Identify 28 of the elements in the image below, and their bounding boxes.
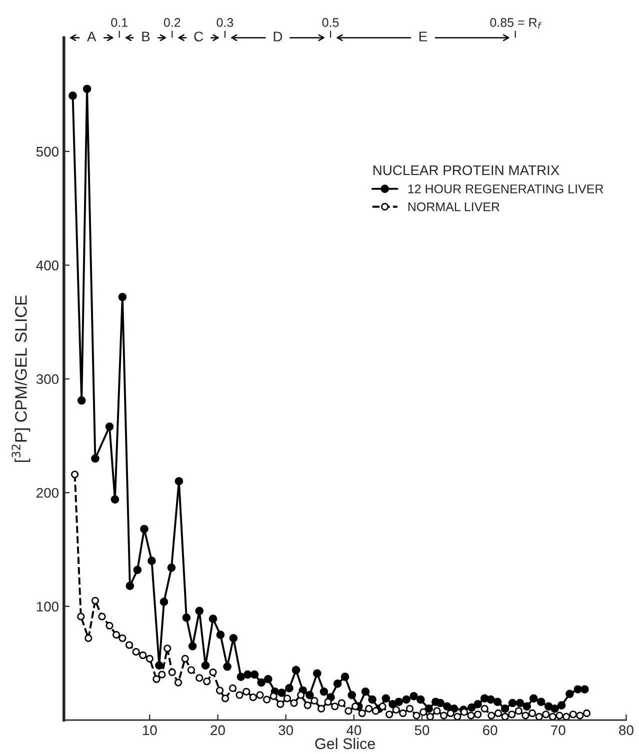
x-tick-label: 30: [278, 725, 294, 736]
x2-tick-label: 0.5: [322, 18, 339, 27]
legend-label: 12 HOUR REGENERATING LIVER: [408, 184, 604, 194]
x-tick-label: 50: [414, 725, 430, 736]
annotation: D: [274, 32, 282, 42]
y-tick-label: 500: [36, 146, 58, 157]
y-tick-label: 100: [36, 602, 58, 612]
x-tick-label: 10: [143, 725, 157, 736]
x2-tick-label: 0.85 = R$_{f}$: [490, 18, 542, 29]
y-tick-label: 200: [36, 488, 58, 498]
annotation: B: [142, 32, 150, 42]
x2-tick-label: 0.3: [216, 18, 234, 27]
annotation: C: [194, 32, 204, 42]
y-tick-label: 300: [36, 374, 58, 384]
x-tick-label: 70: [551, 725, 566, 736]
x-tick-label: 40: [346, 725, 362, 736]
x2-tick-label: 0.1: [111, 18, 128, 27]
y-axis-title: [$^{32}$P] CPM/GEL SLICE: [12, 295, 30, 462]
x-tick-label: 80: [619, 725, 634, 736]
x-tick-label: 20: [210, 725, 225, 736]
legend-title: NUCLEAR PROTEIN MATRIX: [374, 165, 560, 176]
x2-tick-label: 0.2: [164, 18, 180, 27]
annotation: E: [419, 32, 427, 42]
x-axis-title: Gel Slice: [315, 738, 375, 750]
legend-label: NORMAL LIVER: [408, 202, 500, 212]
annotation: A: [87, 32, 96, 42]
x-tick-label: 60: [483, 725, 498, 736]
y-tick-label: 400: [36, 260, 58, 270]
